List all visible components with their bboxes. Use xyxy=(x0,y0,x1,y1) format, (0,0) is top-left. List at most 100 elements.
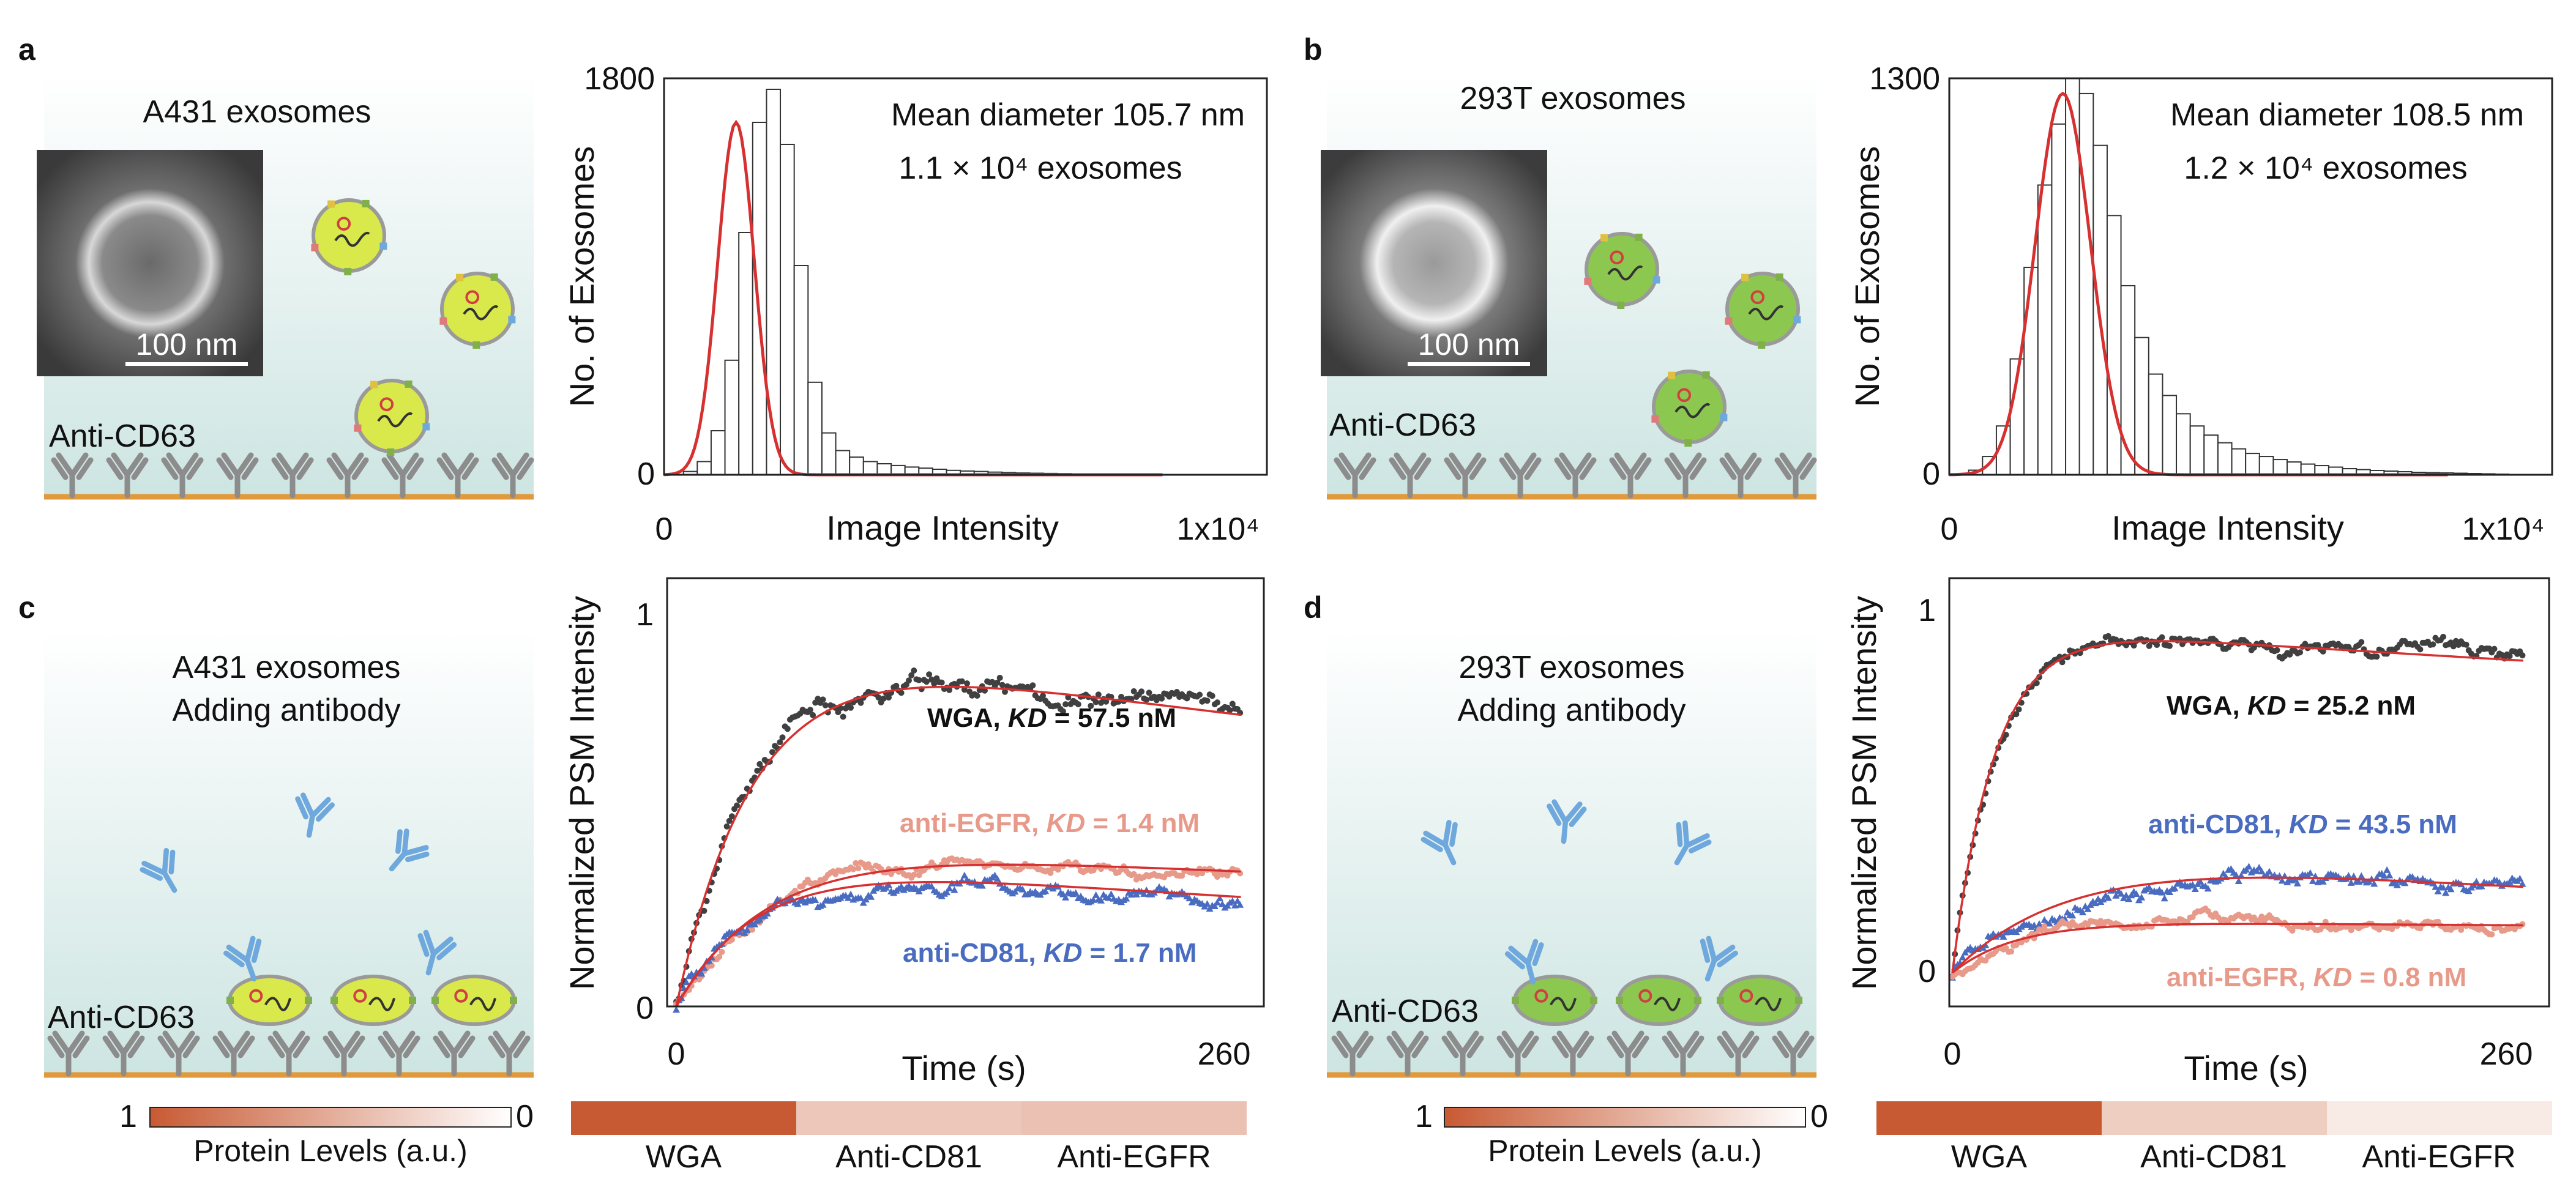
exosome-icon xyxy=(439,272,516,349)
data-point-anti-cd81 xyxy=(2189,880,2197,888)
category-label: WGA xyxy=(646,1139,722,1175)
kinetics-points xyxy=(673,667,1244,1013)
data-point-anti-cd81 xyxy=(867,893,875,900)
data-point-anti-cd81 xyxy=(743,926,751,933)
protein-level-bar-d: WGA Anti-CD81 Anti-EGFR xyxy=(1876,1101,2552,1175)
data-point-wga xyxy=(2491,645,2498,652)
data-point-anti-cd81 xyxy=(2255,863,2263,871)
antibody-icon xyxy=(1772,1030,1815,1077)
antibody-icon xyxy=(47,1030,90,1077)
antibody-icon xyxy=(1334,452,1376,499)
data-point-anti-egfr xyxy=(853,860,859,866)
antibody-icon xyxy=(1331,1030,1374,1077)
data-point-wga xyxy=(1173,689,1180,695)
data-point-wga xyxy=(2506,653,2513,660)
antibody-icon xyxy=(323,1030,365,1077)
data-point-anti-cd81 xyxy=(2234,877,2242,884)
data-point-wga xyxy=(923,679,930,685)
data-point-anti-cd81 xyxy=(2306,869,2314,876)
data-point-anti-cd81 xyxy=(1092,891,1100,898)
series-label-cd81: anti-CD81, KD = 43.5 nM xyxy=(2148,809,2457,839)
histogram-bar xyxy=(766,89,782,475)
histogram-bar xyxy=(696,461,712,476)
level-cell-anti-cd81 xyxy=(796,1101,1021,1135)
legend-min: 0 xyxy=(1810,1099,1828,1134)
data-point-wga xyxy=(875,694,882,701)
antibody-icon xyxy=(491,452,534,499)
antibody-icon xyxy=(1674,820,1712,866)
x-tick-label: 260 xyxy=(1198,1036,1251,1072)
schematic-b-title: 293T exosomes xyxy=(1460,81,1686,116)
data-point-anti-cd81 xyxy=(2112,891,2120,899)
scale-bar-label: 100 nm xyxy=(1418,327,1520,362)
data-point-anti-egfr xyxy=(1130,871,1137,877)
schematic-a-title: A431 exosomes xyxy=(143,94,371,130)
antibody-icon xyxy=(488,1030,531,1077)
legend-label: Protein Levels (a.u.) xyxy=(193,1134,467,1168)
data-point-wga xyxy=(726,817,733,824)
data-point-wga xyxy=(908,672,915,679)
data-point-anti-cd81 xyxy=(2473,877,2481,885)
data-point-wga xyxy=(1075,701,1081,708)
data-point-wga xyxy=(2450,643,2457,650)
histogram-bar xyxy=(752,122,767,475)
antibody-icon xyxy=(1389,452,1432,499)
histogram-bar xyxy=(2078,92,2094,475)
y-tick-label: 1300 xyxy=(1869,61,1940,97)
data-point-wga xyxy=(994,679,1001,686)
series-label-wga: WGA, KD = 57.5 nM xyxy=(927,703,1176,733)
histogram-bar xyxy=(793,265,809,475)
data-point-anti-cd81 xyxy=(2447,885,2455,893)
data-point-anti-cd81 xyxy=(2069,912,2077,919)
data-point-wga xyxy=(769,749,775,756)
histogram-b: 1300 0 0 1x10⁴ Image Intensity No. of Ex… xyxy=(1848,61,2553,547)
data-point-wga xyxy=(1088,702,1094,709)
y-tick-label: 1800 xyxy=(584,61,655,97)
exosomes-b xyxy=(1584,232,1801,447)
data-point-anti-cd81 xyxy=(847,890,854,898)
data-point-anti-cd81 xyxy=(2383,866,2391,873)
schematic-c-title-2: Adding antibody xyxy=(173,693,401,728)
hist-subtitle: 1.1 × 10⁴ exosomes xyxy=(898,151,1182,186)
kinetics-fits xyxy=(675,685,1241,1007)
data-point-anti-cd81 xyxy=(2309,877,2317,884)
data-point-anti-cd81 xyxy=(1062,893,1070,901)
data-point-wga xyxy=(886,694,892,701)
data-point-anti-cd81 xyxy=(993,875,1001,882)
data-point-wga xyxy=(2358,639,2365,645)
data-point-wga xyxy=(1184,695,1190,702)
data-point-anti-cd81 xyxy=(1122,894,1130,902)
category-label: Anti-EGFR xyxy=(1057,1139,1211,1175)
data-point-wga xyxy=(723,823,730,830)
kinetics-fits xyxy=(1951,640,2523,974)
x-tick-label: 0 xyxy=(655,511,673,547)
data-point-anti-cd81 xyxy=(946,884,954,891)
antibody-icon xyxy=(1664,452,1707,499)
data-point-anti-cd81 xyxy=(844,894,852,901)
data-point-anti-cd81 xyxy=(857,894,865,901)
data-point-wga xyxy=(996,674,1003,681)
data-point-wga xyxy=(2130,642,2137,649)
data-point-wga xyxy=(1029,682,1036,689)
data-point-wga xyxy=(880,695,887,702)
schematic-c: A431 exosomes Adding antibody Anti-CD63 xyxy=(44,630,534,1078)
x-axis-label: Time (s) xyxy=(2184,1049,2308,1087)
bound-exosome-icon xyxy=(1616,975,1701,1026)
histogram-bar xyxy=(849,456,864,476)
data-point-wga xyxy=(840,713,846,720)
data-point-wga xyxy=(999,682,1006,688)
antibody-icon xyxy=(436,452,479,499)
hist-title: Mean diameter 105.7 nm xyxy=(891,97,1245,133)
y-axis-label: Normalized PSM Intensity xyxy=(562,596,601,990)
data-point-wga xyxy=(906,677,912,684)
data-point-anti-cd81 xyxy=(1105,894,1113,901)
y-tick-label: 1 xyxy=(1918,593,1936,628)
data-point-wga xyxy=(1146,690,1152,696)
surface-label-a: Anti-CD63 xyxy=(49,418,196,454)
data-point-anti-cd81 xyxy=(1140,890,1148,897)
tem-image-b: 100 nm xyxy=(1321,150,1547,376)
histogram-bar xyxy=(835,450,851,476)
antibody-icon xyxy=(106,452,149,499)
data-point-anti-cd81 xyxy=(1185,894,1193,902)
histogram-bar xyxy=(738,232,753,475)
